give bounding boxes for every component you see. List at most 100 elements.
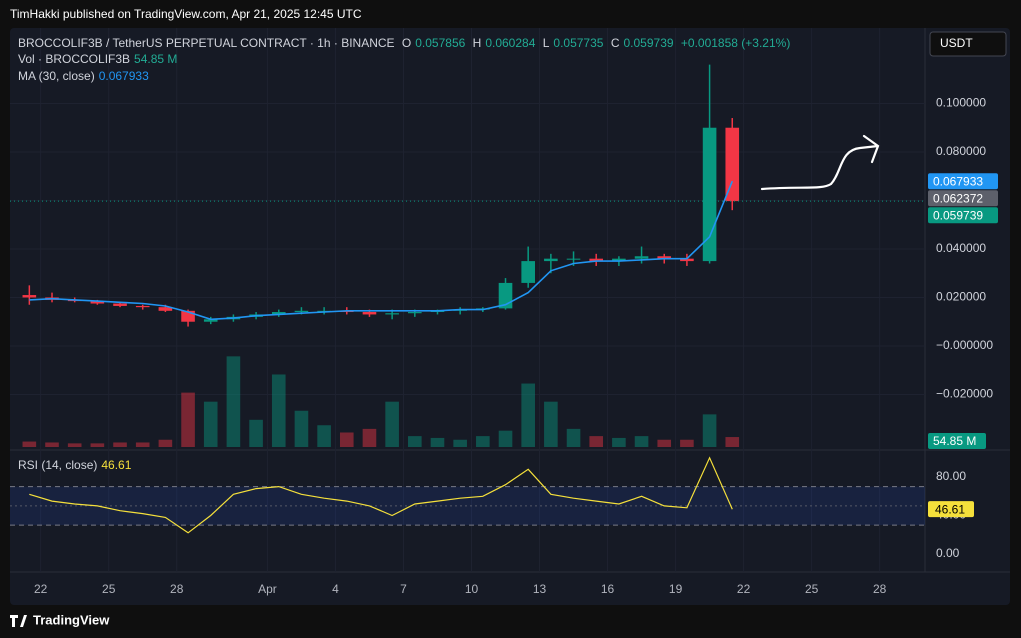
- price-label: 0.062372: [933, 191, 983, 205]
- rsi-tick-label: 0.00: [936, 546, 960, 560]
- l-label: L: [542, 36, 550, 50]
- c-value: 0.059739: [623, 36, 674, 50]
- volume-bar: [498, 430, 513, 447]
- y-tick-label: 0.080000: [936, 144, 986, 158]
- volume-bar: [249, 419, 263, 447]
- y-tick-label: 0.020000: [936, 290, 986, 304]
- rsi-label-box: [928, 501, 974, 518]
- vol-label: Vol · BROCCOLIF3B: [18, 52, 131, 66]
- candle-body: [612, 258, 626, 262]
- currency-button[interactable]: [929, 31, 1007, 57]
- volume-bar: [67, 443, 82, 447]
- legend-main: BROCCOLIF3B / TetherUS PERPETUAL CONTRAC…: [18, 36, 794, 50]
- x-tick-label: 22: [737, 582, 751, 596]
- volume-bar: [612, 437, 626, 447]
- change: +0.001858 (+3.21%): [680, 36, 791, 50]
- candle-body: [271, 312, 286, 315]
- currency[interactable]: USDT: [940, 36, 973, 50]
- o-value: 0.057856: [415, 36, 466, 50]
- x-tick-label: 19: [669, 582, 683, 596]
- y-tick-label: 0.040000: [936, 241, 986, 255]
- candle-body: [521, 261, 535, 283]
- ma-value: 0.067933: [98, 69, 149, 83]
- volume-label-box: [928, 433, 986, 449]
- c-label: C: [610, 36, 620, 50]
- drawn-arrow: [760, 134, 880, 191]
- volume-bar: [317, 425, 331, 447]
- volume-bar: [294, 410, 309, 447]
- candle-body: [408, 312, 422, 314]
- volume-label: 54.85 M: [933, 434, 976, 448]
- x-tick-label: 28: [873, 582, 887, 596]
- brand: TradingView: [33, 612, 110, 627]
- volume-bar: [22, 441, 37, 447]
- price-label-box: [928, 190, 998, 207]
- x-tick-label: 22: [34, 582, 48, 596]
- x-tick-label: 10: [465, 582, 479, 596]
- o-label: O: [401, 36, 412, 50]
- candle-body: [22, 295, 37, 298]
- volume-bar: [271, 374, 286, 447]
- volume-bar: [725, 437, 740, 447]
- candle-body: [680, 258, 694, 262]
- rsi-line: [29, 456, 733, 534]
- ma-line: [29, 180, 734, 321]
- price-label-box: [928, 207, 998, 224]
- candle-body: [158, 307, 173, 311]
- volume-bar: [135, 442, 150, 447]
- candle-body: [294, 310, 309, 313]
- x-tick-label: 13: [533, 582, 547, 596]
- candle-body: [181, 310, 195, 322]
- volume-bar: [339, 432, 354, 447]
- volume-bar: [430, 437, 445, 447]
- candle-body: [362, 312, 377, 315]
- x-tick-label: 16: [601, 582, 615, 596]
- candle-body: [113, 303, 127, 306]
- publisher: TimHakki published on TradingView.com, A…: [10, 7, 362, 21]
- price-label: 0.059739: [933, 208, 983, 222]
- candle-body: [589, 258, 604, 262]
- volume-bar: [203, 401, 218, 447]
- volume-bar: [589, 436, 604, 447]
- candle-body: [566, 258, 581, 260]
- rsi-label: RSI (14, close): [18, 458, 98, 472]
- chart-area: [10, 28, 1010, 605]
- x-tick-label: 25: [102, 582, 116, 596]
- volume-bar: [634, 436, 649, 447]
- legend-ma: MA (30, close) 0.067933: [18, 69, 153, 83]
- volume-bar: [181, 392, 195, 447]
- volume-bar: [90, 443, 105, 447]
- volume-bar: [657, 439, 672, 447]
- y-tick-label: −0.020000: [936, 387, 993, 401]
- volume-bar: [521, 383, 535, 447]
- legend-vol: Vol · BROCCOLIF3B 54.85 M: [18, 52, 181, 66]
- price-label: 0.067933: [933, 174, 983, 188]
- h-value: 0.060284: [485, 36, 536, 50]
- rsi-value: 46.61: [101, 458, 132, 472]
- volume-bar: [385, 401, 399, 447]
- candle-body: [725, 127, 740, 202]
- marks: 22 25 28 Apr 4 7 10 13 16 19 22 25 28 0.100000 0.08000…: [10, 28, 998, 596]
- rsi-tick-label: 80.00: [936, 469, 966, 483]
- volume-bar: [362, 428, 377, 447]
- y-tick-label: 0.100000: [936, 96, 986, 110]
- h-label: H: [472, 36, 482, 50]
- y-tick-label: −0.000000: [936, 338, 993, 352]
- volume-bar: [702, 414, 717, 447]
- price-label-box: [928, 173, 998, 190]
- x-tick-label: 28: [170, 582, 184, 596]
- l-value: 0.057735: [553, 36, 604, 50]
- volume-bar: [45, 442, 59, 447]
- volume-bar: [566, 428, 581, 447]
- x-tick-label: 25: [805, 582, 819, 596]
- candle-body: [544, 258, 558, 262]
- volume-bar: [680, 439, 694, 447]
- volume-bar: [544, 401, 558, 447]
- candle-body: [203, 319, 218, 322]
- vol-value: 54.85 M: [134, 52, 178, 66]
- legend-rsi: RSI (14, close) 46.61: [18, 458, 135, 472]
- ma-label: MA (30, close): [18, 69, 95, 83]
- brand-logo: [10, 615, 27, 627]
